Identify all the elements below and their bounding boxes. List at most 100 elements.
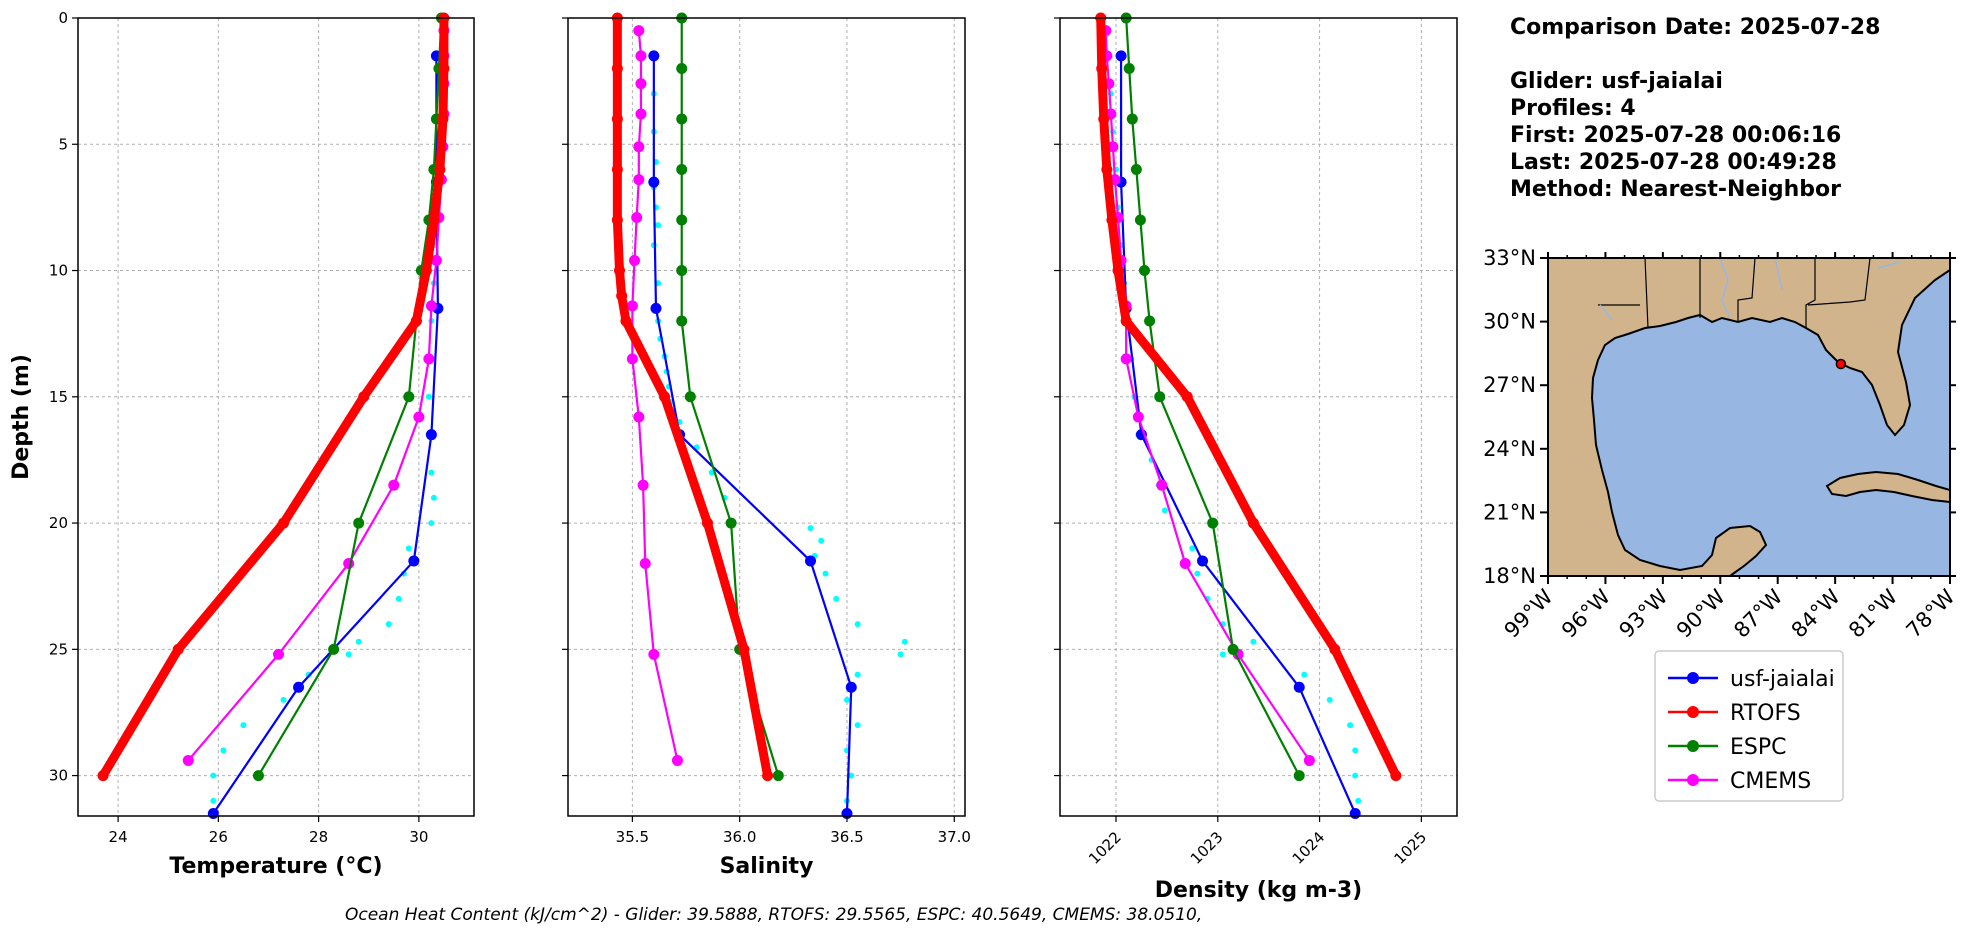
method: Method: Nearest-Neighbor xyxy=(1510,177,1841,202)
y-tick-label: 0 xyxy=(58,9,68,27)
series-line-rtofs xyxy=(612,18,772,777)
point-cmems xyxy=(629,254,641,266)
y-tick-label: 30 xyxy=(49,767,68,785)
point-rtofs xyxy=(620,315,632,327)
point-rtofs xyxy=(614,265,626,277)
raw-point xyxy=(210,772,217,779)
point-espc xyxy=(1144,315,1156,327)
raw-point xyxy=(1355,797,1362,804)
point-espc xyxy=(772,770,784,782)
raw-point xyxy=(655,222,662,229)
raw-point xyxy=(1347,722,1354,729)
x-axis-label: Temperature (°C) xyxy=(169,854,382,879)
x-tick-label: 1023 xyxy=(1187,828,1227,868)
map-lat-label: 27°N xyxy=(1483,373,1536,397)
point-cmems xyxy=(637,479,649,491)
legend-marker xyxy=(1687,706,1699,718)
x-tick-label: 36.0 xyxy=(723,828,756,846)
map-lon-label: 84°W xyxy=(1787,584,1845,642)
point-cmems xyxy=(639,557,651,569)
point-cmems xyxy=(413,411,425,423)
axes-frame xyxy=(1059,17,1458,817)
point-espc xyxy=(1154,391,1166,403)
raw-point xyxy=(1189,545,1196,552)
point-espc xyxy=(1126,113,1138,125)
profile-panel-2: 35.5 36.0 36.5 37.0 Salinity xyxy=(562,12,971,879)
point-rtofs xyxy=(611,63,623,75)
raw-point xyxy=(395,595,402,602)
map-land xyxy=(1548,258,1950,576)
map-lon-label: 78°W xyxy=(1902,584,1960,642)
raw-point xyxy=(822,570,829,577)
point-cmems xyxy=(633,141,645,153)
series-espc xyxy=(676,12,784,782)
x-tick-label: 1025 xyxy=(1390,828,1430,868)
profile-panel-3: 1022 1023 1024 1025 Density (kg m-3) xyxy=(1054,12,1458,903)
point-glider xyxy=(1115,50,1127,62)
legend-frame xyxy=(1654,650,1844,802)
info-spacer xyxy=(1510,41,1880,68)
series-line-glider xyxy=(1119,55,1357,814)
raw-point xyxy=(220,747,227,754)
point-espc xyxy=(1134,214,1146,226)
series-rtofs xyxy=(1095,12,1402,782)
raw-point xyxy=(854,722,861,729)
point-espc xyxy=(1123,63,1135,75)
x-axis-label: Density (kg m-3) xyxy=(1155,878,1363,903)
point-rtofs xyxy=(1247,517,1259,529)
raw-point xyxy=(1194,570,1201,577)
raw-point xyxy=(897,651,904,658)
point-rtofs xyxy=(1120,315,1132,327)
point-rtofs xyxy=(278,517,290,529)
point-espc xyxy=(1130,164,1142,176)
map-lat-label: 18°N xyxy=(1483,564,1536,588)
series-glider xyxy=(1115,50,1361,819)
x-tick-label: 35.5 xyxy=(616,828,649,846)
legend-label: usf-jaialai xyxy=(1730,667,1835,692)
map-lon-label: 90°W xyxy=(1672,584,1730,642)
point-cmems xyxy=(1132,411,1144,423)
point-rtofs xyxy=(97,770,109,782)
profile-count: Profiles: 4 xyxy=(1510,96,1636,121)
point-espc xyxy=(676,63,688,75)
map-land-cuba xyxy=(1825,470,1950,504)
x-tick-label: 1022 xyxy=(1085,828,1125,868)
axes-frame xyxy=(567,17,966,817)
y-tick-label: 15 xyxy=(49,388,68,406)
point-rtofs xyxy=(762,770,774,782)
point-rtofs xyxy=(172,643,184,655)
point-cmems xyxy=(423,353,435,365)
legend-marker xyxy=(1687,740,1699,752)
point-cmems xyxy=(182,754,194,766)
legend-marker xyxy=(1687,774,1699,786)
raw-point xyxy=(428,469,435,476)
raw-point xyxy=(854,671,861,678)
glider-name: Glider: usf-jaialai xyxy=(1510,69,1723,94)
raw-point xyxy=(1161,507,1168,514)
point-espc xyxy=(1138,265,1150,277)
y-tick-label: 20 xyxy=(49,514,68,532)
point-rtofs xyxy=(437,113,449,125)
point-rtofs xyxy=(738,643,750,655)
legend-entry: CMEMS xyxy=(1668,769,1811,794)
axes-frame xyxy=(77,17,475,817)
point-glider xyxy=(1293,681,1305,693)
point-rtofs xyxy=(611,214,623,226)
point-rtofs xyxy=(1098,113,1110,125)
x-tick-label: 37.0 xyxy=(938,828,971,846)
point-espc xyxy=(725,517,737,529)
point-cmems xyxy=(635,50,647,62)
point-glider xyxy=(293,681,305,693)
map-frame xyxy=(1547,257,1951,577)
point-cmems xyxy=(635,108,647,120)
info-box: Comparison Date: 2025-07-28 Glider: usf-… xyxy=(1510,14,1880,203)
series-glider_raw xyxy=(210,52,442,804)
point-glider xyxy=(207,807,219,819)
legend-entry: usf-jaialai xyxy=(1668,667,1835,692)
raw-point xyxy=(807,525,814,532)
raw-point xyxy=(345,651,352,658)
point-cmems xyxy=(633,25,645,37)
series-rtofs xyxy=(97,12,450,782)
point-espc xyxy=(676,265,688,277)
